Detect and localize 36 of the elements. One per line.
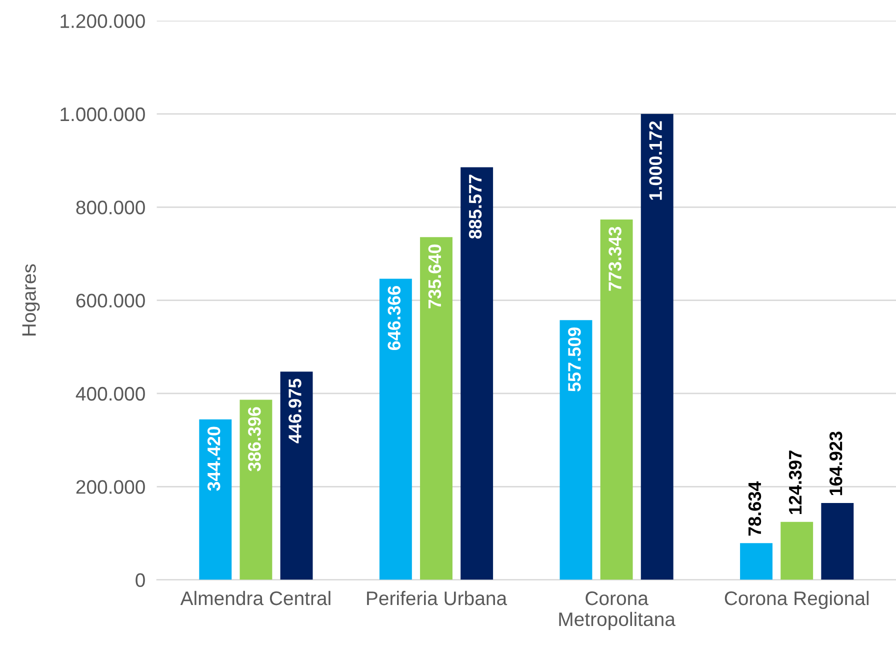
- data-label: 773.343: [608, 226, 622, 291]
- y-tick-label: 400.000: [76, 386, 145, 401]
- x-tick-label: Almendra Central: [180, 590, 330, 606]
- data-label: 344.420: [207, 426, 220, 491]
- bar: [600, 220, 633, 580]
- data-label: 78.634: [748, 481, 762, 536]
- y-tick-label: 600.000: [76, 294, 145, 308]
- bar: [280, 372, 313, 580]
- bar: [780, 522, 814, 580]
- data-label: 446.975: [288, 378, 302, 444]
- bar: [460, 167, 494, 580]
- data-label: 164.923: [829, 432, 842, 496]
- data-label: 557.509: [568, 327, 581, 392]
- data-label: 885.577: [468, 174, 482, 239]
- data-label: 735.640: [428, 244, 442, 308]
- y-axis-title: Hogares: [22, 264, 40, 336]
- y-tick-label: 0: [136, 573, 145, 588]
- y-tick-label: 800.000: [76, 200, 145, 214]
- bar: [560, 320, 592, 580]
- y-tick-label: 200.000: [76, 480, 145, 494]
- x-tick-label: Periferia Urbana: [367, 590, 508, 606]
- x-tick-label: Corona Regional: [724, 590, 869, 610]
- bar: [740, 543, 772, 580]
- x-tick-label: Corona Metropolitana: [559, 591, 676, 630]
- bar: [199, 419, 232, 580]
- data-label: 646.366: [388, 286, 401, 350]
- bar: [420, 237, 452, 580]
- y-tick-label: 1.000.000: [60, 107, 145, 122]
- bar: [821, 502, 854, 580]
- bar: [640, 114, 674, 580]
- bar: [379, 278, 412, 580]
- y-tick-label: 1.200.000: [60, 14, 145, 28]
- data-label: 124.397: [788, 450, 802, 514]
- data-label: 386.396: [248, 407, 261, 472]
- data-label: 1.000.172: [649, 121, 662, 200]
- bar: [240, 400, 272, 580]
